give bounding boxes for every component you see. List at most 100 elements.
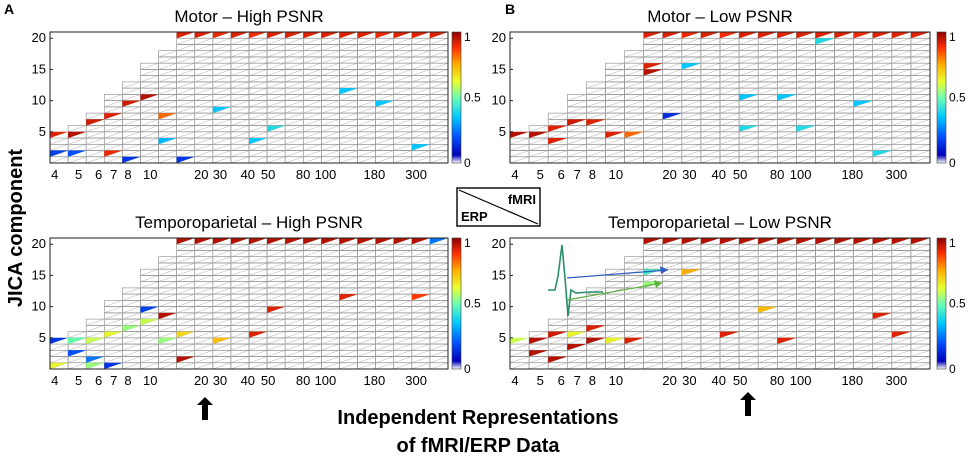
heat-cell [529,350,549,357]
x-tick-label: 300 [886,167,908,182]
colorbar: 00.51 [936,236,966,376]
x-tick-label: 6 [95,373,102,388]
heat-cell [176,238,195,245]
x-tick-label: 80 [770,373,784,388]
x-tick-label: 20 [662,373,676,388]
x-tick-label: 7 [110,373,117,388]
heat-cell [429,32,448,39]
x-tick-label: 100 [790,373,812,388]
heat-cell [212,337,231,345]
colorbar-tick-label: 1 [949,30,956,44]
heat-cell [122,325,141,332]
heat-cell [249,238,268,245]
colorbar: 00.51 [451,30,481,170]
heat-cell [86,119,105,126]
heat-cell [339,294,358,301]
heat-cell [339,88,358,95]
heat-cell [212,238,231,245]
legend-erp-label: ERP [461,209,488,224]
x-tick-label: 20 [662,167,676,182]
heat-cell [50,150,69,157]
heat-cell [891,32,911,39]
y-tick-label: 15 [492,267,506,282]
x-tick-label: 300 [405,373,427,388]
chart-title: Motor – High PSNR [174,7,323,26]
heat-cell [339,32,358,39]
chart-title: Motor – Low PSNR [647,7,793,26]
colorbar-tick-label: 0 [464,362,471,376]
heat-cell [720,331,740,338]
x-tick-label: 8 [589,373,596,388]
heat-cell [68,150,87,157]
heat-cell [548,138,568,145]
y-tick-label: 20 [492,236,506,251]
heat-cell [605,337,625,345]
x-tick-label: 30 [682,167,696,182]
x-tick-label: 50 [261,167,275,182]
x-tick-label: 5 [75,167,82,182]
x-tick-label: 10 [143,167,157,182]
heat-cell [158,312,177,320]
x-tick-label: 6 [558,167,565,182]
x-tick-label: 300 [405,167,427,182]
x-tick-label: 6 [558,373,565,388]
top-row-cells [176,238,448,245]
heat-cell [891,331,911,338]
heat-cell [411,238,430,245]
top-row-cells [176,32,448,39]
colorbar-tick-label: 1 [949,236,956,250]
heat-cell [853,32,873,39]
x-tick-label: 20 [194,373,208,388]
legend-fmri-label: fMRI [508,192,536,207]
heat-cell [50,362,69,369]
x-tick-label: 7 [110,167,117,182]
y-ticks: 5 10 15 20 [492,30,513,139]
x-tick-label: 5 [75,373,82,388]
x-axis-label-line1: Independent Representations [337,407,618,429]
x-tick-label: 180 [364,373,386,388]
heat-cell [815,238,835,245]
x-tick-label: 100 [315,373,337,388]
y-axis-label: JICA component [5,149,27,307]
colorbar-tick-label: 0 [949,362,956,376]
heat-cell [548,125,568,132]
heat-cell [303,238,322,245]
arrow-line-green [566,282,663,301]
heat-cell [834,32,854,39]
x-tick-label: 180 [841,373,863,388]
heat-cell [853,100,873,107]
y-tick-label: 5 [39,124,46,139]
x-tick-label: 180 [841,167,863,182]
heat-cell [510,131,530,139]
heat-cell [140,306,159,313]
heat-cell [140,319,159,326]
x-tick-label: 50 [733,167,747,182]
arrow-panel-d [740,392,756,416]
heat-cell [700,32,720,39]
x-axis-label-line2: of fMRI/ERP Data [397,435,561,457]
x-tick-label: 10 [609,373,623,388]
grid [509,237,931,370]
plot-frame [509,237,931,370]
erp-waveform-inset [548,244,669,317]
heat-cells [510,269,911,363]
x-tick-label: 80 [296,167,310,182]
heat-cell [212,106,231,114]
heat-cell [510,337,530,345]
heat-cell [249,331,268,338]
colorbar-tick-label: 1 [464,30,471,44]
chart-title: Temporoparietal – High PSNR [135,213,363,232]
heat-cells [50,294,430,369]
x-tick-label: 40 [712,373,726,388]
heat-cell [891,238,911,245]
grid [509,31,931,164]
heat-cell [777,238,797,245]
y-tick-label: 10 [492,299,506,314]
x-tick-label: 80 [770,167,784,182]
heat-cell [50,337,69,345]
colorbar-tick-label: 0.5 [949,91,966,105]
heat-cell [230,238,249,245]
